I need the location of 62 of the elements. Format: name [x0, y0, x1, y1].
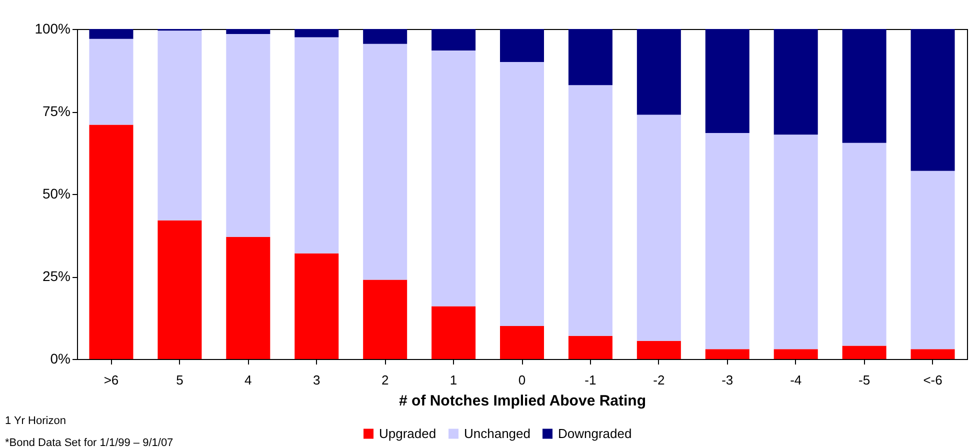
- x-tick-label: -3: [722, 372, 734, 388]
- legend-label: Upgraded: [379, 426, 436, 441]
- x-tick-label: 3: [313, 372, 320, 388]
- bar: [774, 349, 818, 359]
- x-tick-label: -1: [584, 372, 596, 388]
- legend-label: Downgraded: [558, 426, 632, 441]
- bar: [910, 29, 955, 171]
- y-tick-label: 50%: [42, 186, 70, 202]
- bar: [705, 29, 750, 133]
- y-tick-label: 0%: [50, 350, 70, 366]
- bar: [226, 29, 270, 34]
- y-tick-label: 100%: [34, 20, 70, 36]
- bar: [226, 236, 270, 359]
- y-tick-label: 75%: [42, 103, 70, 119]
- bar: [432, 306, 476, 359]
- bar: [432, 29, 476, 50]
- bar: [568, 85, 612, 336]
- bar: [842, 29, 886, 143]
- bar: [294, 29, 339, 38]
- x-tick-label: -5: [858, 372, 870, 388]
- x-tick-label: >6: [104, 372, 119, 388]
- x-axis-title: # of Notches Implied Above Rating: [399, 392, 646, 410]
- x-tick-label: 0: [518, 372, 526, 388]
- bar: [568, 336, 612, 359]
- bar: [500, 62, 544, 326]
- text: *Bond Data Set for 1/1/99 – 9/1/07: [5, 437, 174, 448]
- text: 1 Yr Horizon: [5, 415, 66, 427]
- bar: [294, 37, 339, 254]
- bar: [774, 29, 818, 135]
- x-tick-label: -2: [653, 372, 665, 388]
- y-tick-label: 25%: [42, 268, 70, 284]
- bar: [842, 346, 886, 359]
- x-tick-label: 5: [176, 372, 184, 388]
- bar: [705, 349, 750, 359]
- bar: [636, 29, 681, 115]
- bar: [500, 326, 544, 359]
- bar: [705, 132, 750, 350]
- bar: [568, 29, 612, 86]
- bar: [89, 38, 134, 125]
- bar: [226, 34, 270, 237]
- bar: [294, 253, 339, 359]
- bar: [500, 29, 544, 62]
- bar: [89, 124, 134, 359]
- bar: [158, 220, 202, 359]
- bar: [910, 349, 955, 359]
- bar: [363, 29, 408, 44]
- bar: [774, 134, 818, 350]
- bar: [158, 30, 202, 220]
- bar: [910, 170, 955, 350]
- x-tick-label: <-6: [923, 372, 942, 388]
- bar: [636, 114, 681, 341]
- x-tick-label: 2: [381, 372, 389, 388]
- bar: [432, 50, 476, 306]
- bar: [363, 280, 408, 359]
- x-tick-label: -4: [790, 372, 802, 388]
- bar: [89, 29, 134, 39]
- x-tick-label: 4: [244, 372, 252, 388]
- bar: [842, 142, 886, 346]
- bar: [636, 340, 681, 359]
- legend-label: Unchanged: [464, 426, 530, 441]
- bar: [363, 44, 408, 280]
- x-tick-label: 1: [450, 372, 458, 388]
